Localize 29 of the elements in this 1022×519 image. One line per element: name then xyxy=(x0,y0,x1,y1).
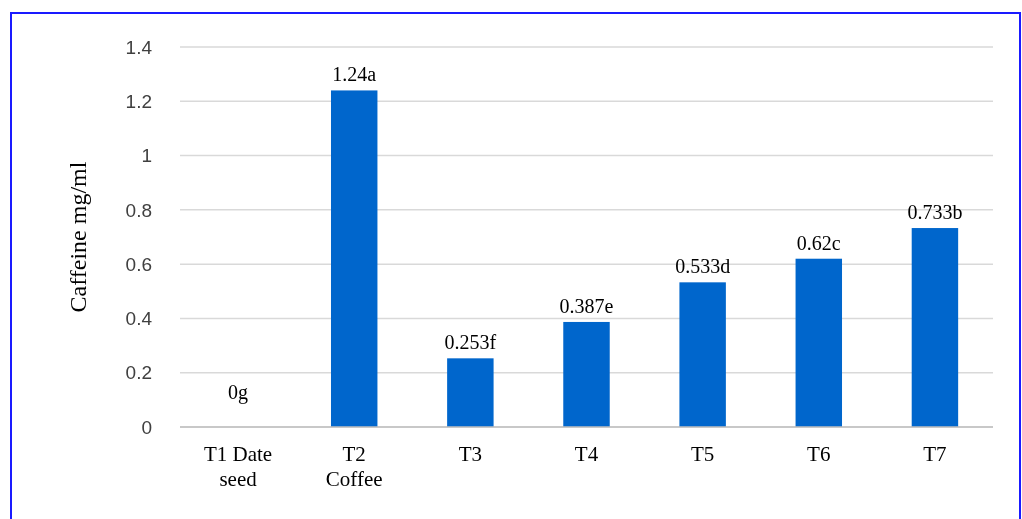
x-tick-label: T5 xyxy=(690,442,715,466)
x-tick-label: T1 Date seed xyxy=(203,442,273,491)
bar xyxy=(330,90,378,427)
y-tick-label: 0.8 xyxy=(125,199,152,221)
y-tick-label: 1.2 xyxy=(125,90,152,112)
y-tick-label: 0 xyxy=(141,416,152,438)
data-label: 1.24a xyxy=(332,63,377,86)
y-tick-label: 0.2 xyxy=(125,362,152,384)
bar xyxy=(563,321,610,427)
bar xyxy=(911,228,959,427)
y-tick-label: 1.4 xyxy=(125,36,153,58)
data-label: 0.387e xyxy=(559,294,614,317)
y-tick-label: 0.6 xyxy=(125,253,152,275)
y-tick-label: 1 xyxy=(141,145,152,167)
data-label: 0.533d xyxy=(675,255,731,278)
bar xyxy=(447,358,494,427)
data-label: 0.733b xyxy=(907,201,963,224)
x-tick-label: T4 xyxy=(574,442,599,466)
y-tick-label: 0.4 xyxy=(125,308,153,330)
y-axis-title: Caffeine mg/ml xyxy=(65,161,91,313)
x-tick-label: T3 xyxy=(458,442,483,466)
x-tick-label: T6 xyxy=(807,442,831,466)
data-label: 0.253f xyxy=(444,331,497,354)
x-tick-label: T2 Coffee xyxy=(325,442,383,491)
data-label: 0.62c xyxy=(796,231,841,254)
data-label: 0g xyxy=(228,381,249,404)
bar xyxy=(679,282,726,427)
x-tick-label: T7 xyxy=(923,442,947,466)
bar xyxy=(795,258,843,427)
